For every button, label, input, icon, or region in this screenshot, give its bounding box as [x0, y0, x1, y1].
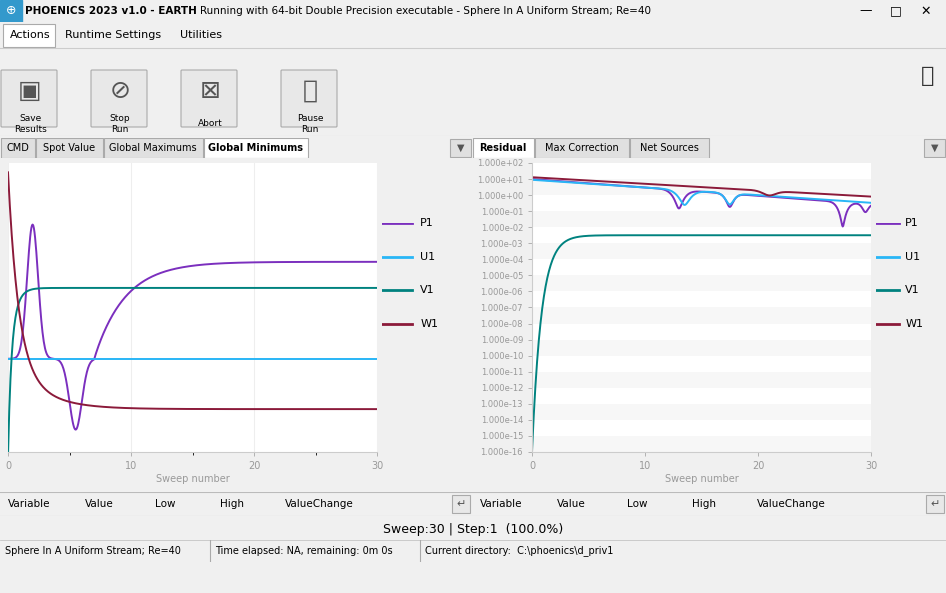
Bar	[0, 0, 22, 22]
Text: Global Minimums: Global Minimums	[208, 143, 303, 153]
Text: Time elapsed: NA, remaining: 0m 0s: Time elapsed: NA, remaining: 0m 0s	[215, 546, 393, 556]
Bar	[532, 211, 871, 227]
Text: Abort: Abort	[198, 120, 222, 129]
Bar	[534, 138, 628, 158]
Text: Value: Value	[557, 499, 586, 509]
Bar	[472, 138, 534, 158]
FancyBboxPatch shape	[181, 70, 237, 127]
Bar	[450, 139, 471, 157]
Text: P1: P1	[905, 218, 919, 228]
Bar	[1, 138, 34, 158]
Text: Spot Value: Spot Value	[43, 143, 95, 153]
FancyBboxPatch shape	[3, 24, 55, 47]
Text: Save
Results: Save Results	[13, 114, 46, 133]
Text: CMD: CMD	[6, 143, 29, 153]
Text: Sphere In A Uniform Stream; Re=40: Sphere In A Uniform Stream; Re=40	[5, 546, 181, 556]
Text: PHOENICS 2023 v1.0 - EARTH: PHOENICS 2023 v1.0 - EARTH	[25, 6, 197, 16]
Text: V1: V1	[420, 285, 435, 295]
Text: W1: W1	[905, 319, 923, 329]
Text: Sweep:30 | Step:1  (100.0%): Sweep:30 | Step:1 (100.0%)	[383, 522, 563, 535]
Text: Low: Low	[155, 499, 176, 509]
Text: V1: V1	[905, 285, 920, 295]
Bar	[532, 372, 871, 388]
X-axis label: Sweep number: Sweep number	[156, 474, 229, 484]
FancyBboxPatch shape	[91, 70, 147, 127]
Text: Global Maximums: Global Maximums	[109, 143, 197, 153]
Text: 🌙: 🌙	[921, 66, 935, 86]
Text: ⊠: ⊠	[200, 79, 220, 103]
Text: ⏸: ⏸	[303, 79, 318, 103]
Text: High: High	[220, 499, 244, 509]
Text: ▣: ▣	[18, 79, 42, 103]
Text: Variable: Variable	[480, 499, 522, 509]
Text: Low: Low	[627, 499, 647, 509]
Bar	[924, 139, 945, 157]
Text: Utilities: Utilities	[180, 30, 222, 40]
Text: High: High	[692, 499, 716, 509]
Text: —: —	[860, 5, 872, 18]
Bar	[203, 138, 307, 158]
Text: Stop
Run: Stop Run	[110, 114, 131, 133]
Text: Residual: Residual	[480, 143, 527, 153]
Text: ⊕: ⊕	[6, 5, 16, 18]
Text: □: □	[890, 5, 902, 18]
Text: ▼: ▼	[457, 143, 464, 153]
Text: U1: U1	[905, 251, 920, 262]
Text: Variable: Variable	[8, 499, 50, 509]
Bar	[452, 495, 470, 513]
Text: Current directory:  C:\phoenics\d_priv1: Current directory: C:\phoenics\d_priv1	[425, 546, 613, 556]
Bar	[103, 138, 202, 158]
Text: Max Correction: Max Correction	[545, 143, 619, 153]
Text: Net Sources: Net Sources	[639, 143, 698, 153]
Text: Value: Value	[85, 499, 114, 509]
Text: Running with 64-bit Double Precision executable - Sphere In A Uniform Stream; Re: Running with 64-bit Double Precision exe…	[200, 6, 651, 16]
Bar	[532, 404, 871, 420]
Text: W1: W1	[420, 319, 438, 329]
Bar	[629, 138, 709, 158]
Text: ↵: ↵	[456, 499, 465, 509]
Text: Pause
Run: Pause Run	[297, 114, 324, 133]
Text: ✕: ✕	[920, 5, 931, 18]
Bar	[532, 340, 871, 356]
Text: ValueChange: ValueChange	[285, 499, 354, 509]
Text: Runtime Settings: Runtime Settings	[65, 30, 161, 40]
Text: Actions: Actions	[9, 30, 50, 40]
Bar	[532, 436, 871, 452]
FancyBboxPatch shape	[281, 70, 337, 127]
Bar	[532, 179, 871, 195]
Text: ↵: ↵	[930, 499, 939, 509]
Text: U1: U1	[420, 251, 435, 262]
FancyBboxPatch shape	[1, 70, 57, 127]
Text: ▼: ▼	[931, 143, 938, 153]
Bar	[532, 243, 871, 259]
Bar	[36, 138, 102, 158]
Text: ⊘: ⊘	[110, 79, 131, 103]
Text: ValueChange: ValueChange	[757, 499, 826, 509]
Bar	[926, 495, 944, 513]
Bar	[532, 275, 871, 291]
X-axis label: Sweep number: Sweep number	[665, 474, 739, 484]
Bar	[532, 308, 871, 324]
Text: P1: P1	[420, 218, 434, 228]
